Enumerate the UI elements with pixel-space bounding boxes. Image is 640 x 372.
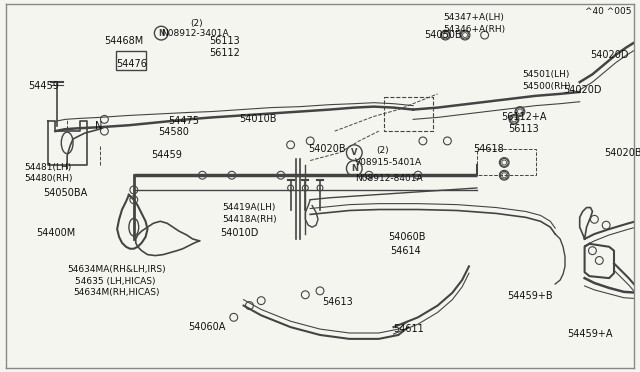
Text: 54635 (LH,HICAS): 54635 (LH,HICAS) — [75, 276, 156, 286]
Text: 54480(RH): 54480(RH) — [24, 174, 72, 183]
Text: V08915-5401A: V08915-5401A — [355, 158, 422, 167]
Text: 54476: 54476 — [116, 60, 147, 70]
Text: 54020BA: 54020BA — [604, 148, 640, 158]
Text: 54010D: 54010D — [220, 228, 259, 238]
Text: N: N — [95, 121, 102, 131]
Text: 54611: 54611 — [394, 324, 424, 334]
Text: N08912-3401A: N08912-3401A — [161, 29, 229, 38]
Text: ^40 ^005: ^40 ^005 — [584, 7, 631, 16]
Text: 54475: 54475 — [168, 116, 199, 126]
Text: 54020D: 54020D — [591, 50, 629, 60]
Text: 54050BA: 54050BA — [44, 188, 88, 198]
Text: 54618: 54618 — [473, 144, 504, 154]
Text: 54500(RH): 54500(RH) — [522, 81, 570, 90]
Text: 54347+A(LH): 54347+A(LH) — [444, 13, 504, 22]
Text: 54459: 54459 — [28, 81, 59, 91]
Text: 54459: 54459 — [152, 150, 182, 160]
Text: 56112+A: 56112+A — [501, 112, 547, 122]
Text: 54346+A(RH): 54346+A(RH) — [444, 25, 506, 34]
Text: 54613: 54613 — [322, 296, 353, 307]
Text: N08912-8401A: N08912-8401A — [355, 174, 423, 183]
Text: 54020B: 54020B — [308, 144, 346, 154]
Text: 54418A(RH): 54418A(RH) — [222, 215, 276, 224]
Text: 54501(LH): 54501(LH) — [522, 70, 569, 79]
Text: 54050B: 54050B — [424, 30, 461, 40]
Text: 54468M: 54468M — [104, 36, 143, 46]
Text: 54614: 54614 — [390, 246, 421, 256]
Text: 54459+B: 54459+B — [507, 291, 553, 301]
Text: 54020D: 54020D — [563, 85, 602, 95]
Text: 54010B: 54010B — [239, 114, 277, 124]
Text: 56112: 56112 — [209, 48, 240, 58]
Text: 54634M(RH,HICAS): 54634M(RH,HICAS) — [73, 288, 159, 297]
Text: 56113: 56113 — [209, 36, 240, 46]
Text: 54459+A: 54459+A — [567, 329, 612, 339]
Text: 54419A(LH): 54419A(LH) — [222, 203, 275, 212]
Bar — [116, 51, 145, 70]
Text: 54060A: 54060A — [188, 322, 225, 332]
Text: N: N — [351, 164, 358, 173]
Text: (2): (2) — [191, 19, 204, 28]
Text: 54634MA(RH&LH,IRS): 54634MA(RH&LH,IRS) — [67, 265, 166, 274]
Text: N: N — [158, 29, 164, 38]
Text: 54580: 54580 — [158, 127, 189, 137]
Text: V: V — [351, 148, 358, 157]
Text: 54481(LH): 54481(LH) — [24, 163, 71, 172]
Text: (2): (2) — [376, 146, 388, 155]
Text: 54060B: 54060B — [388, 232, 426, 242]
Text: 54400M: 54400M — [36, 228, 75, 238]
Text: 56113: 56113 — [508, 124, 539, 134]
